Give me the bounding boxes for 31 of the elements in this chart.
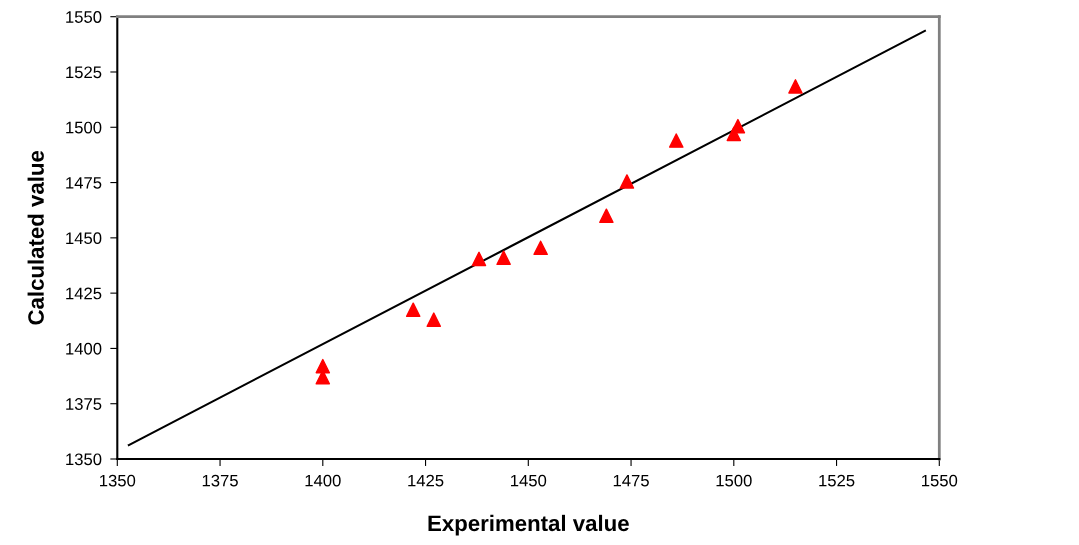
point (619, 174, 635, 189)
x-tick-label: 1525 (819, 474, 855, 487)
point (471, 251, 487, 267)
x-tick-label: 1350 (100, 474, 136, 487)
x-tick-label: 1375 (202, 474, 238, 487)
point (599, 208, 614, 224)
y-axis-title: Calculated value (27, 150, 44, 325)
point (730, 118, 746, 134)
point (496, 250, 511, 266)
y-tick-label: 1400 (66, 342, 102, 355)
x-tick-label: 1500 (716, 474, 752, 487)
x-tick-label: 1450 (511, 474, 547, 487)
point (668, 133, 684, 148)
x-tick-label: 1550 (922, 474, 958, 487)
point (533, 240, 548, 256)
x-tick-label: 1425 (408, 474, 444, 487)
x-axis-title: Experimental value (428, 514, 629, 536)
point (405, 302, 421, 318)
x-tick-label: 1475 (613, 474, 649, 487)
point (315, 358, 331, 374)
point (788, 79, 803, 94)
y-tick-label: 1350 (66, 453, 102, 466)
point (426, 312, 442, 327)
y-tick-label: 1525 (66, 66, 102, 79)
y-tick-label: 1450 (66, 232, 102, 245)
y-tick-label: 1550 (66, 11, 102, 23)
y-tick-label: 1375 (66, 398, 102, 410)
y-tick-label: 1425 (66, 287, 102, 300)
y-tick-label: 1475 (66, 177, 102, 189)
x-tick-label: 1400 (305, 474, 341, 487)
y-tick-label: 1500 (66, 121, 102, 134)
